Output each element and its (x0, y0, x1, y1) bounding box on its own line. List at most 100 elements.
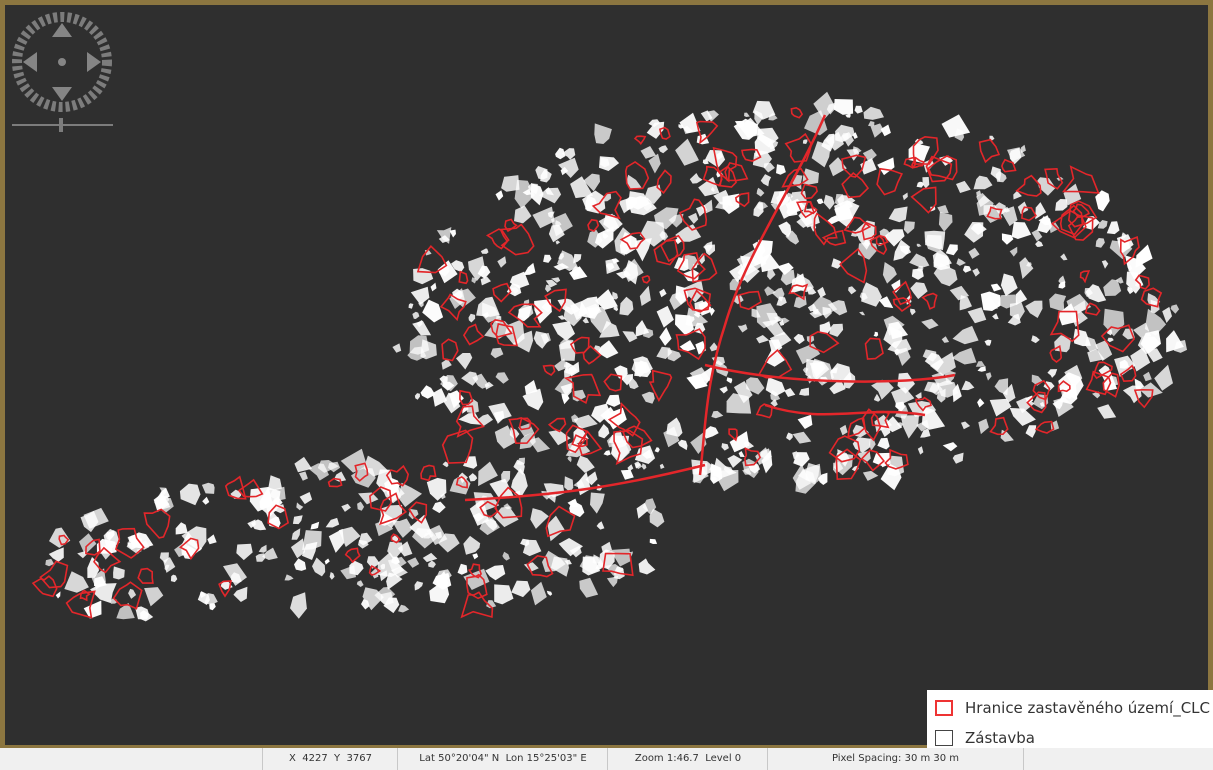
built-up-area (802, 139, 808, 144)
built-up-area (649, 538, 658, 544)
built-up-area (484, 381, 494, 390)
built-up-area (1066, 293, 1092, 316)
built-up-area (756, 187, 765, 197)
boundary-outline (1102, 372, 1120, 398)
built-up-area (1013, 190, 1022, 200)
built-up-area (416, 320, 423, 328)
built-up-area (1021, 144, 1026, 154)
built-up-area (1128, 264, 1133, 273)
built-up-area (921, 318, 939, 330)
boundary-outline (624, 161, 650, 190)
built-up-area (891, 279, 901, 293)
nav-center[interactable] (58, 58, 66, 66)
boundary-outline (1015, 174, 1042, 197)
built-up-area (761, 449, 773, 474)
built-up-area (831, 367, 838, 374)
built-up-area (641, 463, 647, 470)
built-up-area (552, 321, 575, 341)
built-up-area (480, 248, 489, 254)
legend-item[interactable]: Zástavba (935, 726, 1035, 750)
nav-ring (12, 12, 112, 112)
built-up-area (640, 146, 656, 159)
built-up-area (553, 263, 570, 271)
navigation-control[interactable] (12, 12, 113, 132)
built-up-area (564, 559, 572, 565)
boundary-outline (847, 416, 866, 438)
built-up-area (994, 378, 1009, 396)
built-up-area (737, 324, 748, 333)
legend-item[interactable]: Hranice zastavěného území_CLC (935, 696, 1210, 720)
built-up-area (144, 587, 164, 607)
built-up-area (894, 348, 900, 356)
boundary-outline (420, 464, 437, 482)
built-up-area (916, 181, 924, 188)
built-up-area (817, 286, 826, 298)
boundary-outline (784, 132, 813, 163)
boundary-outline (691, 252, 718, 283)
built-up-area (891, 387, 915, 407)
built-up-area (310, 521, 320, 530)
nav-up[interactable] (52, 23, 72, 37)
built-up-area (845, 113, 851, 118)
built-up-area (989, 398, 1012, 417)
built-up-area (1095, 190, 1110, 212)
legend-swatch (935, 700, 953, 716)
built-up-area (911, 268, 924, 280)
built-up-area (826, 102, 836, 115)
built-up-area (691, 459, 718, 475)
boundary-outline (603, 373, 623, 392)
built-up-area (855, 220, 875, 250)
built-up-area (719, 386, 728, 394)
built-up-area (567, 498, 579, 508)
built-up-area (930, 352, 956, 376)
built-up-area (573, 254, 582, 264)
built-up-area (358, 539, 369, 549)
built-up-area (968, 247, 980, 259)
built-up-area (366, 556, 380, 569)
boundary-outline (93, 546, 122, 574)
built-up-area (606, 575, 619, 588)
boundary-outline (875, 234, 889, 246)
boundary-outline (1084, 302, 1101, 316)
nav-left[interactable] (23, 52, 37, 72)
built-up-area (567, 456, 572, 463)
built-up-area (599, 320, 620, 338)
built-up-area (392, 343, 402, 353)
built-up-area (520, 538, 530, 547)
built-up-area (729, 431, 750, 453)
built-up-area (878, 296, 894, 309)
built-up-area (659, 288, 667, 298)
boundary-outline (689, 289, 712, 313)
boundary-outline (518, 417, 532, 431)
built-up-area (623, 260, 639, 285)
built-up-area (493, 410, 505, 424)
built-up-area (202, 496, 210, 505)
nav-right[interactable] (87, 52, 101, 72)
built-up-area (852, 437, 871, 453)
built-up-area (949, 285, 969, 301)
built-up-area (296, 502, 304, 511)
built-up-area (614, 365, 628, 380)
built-up-area (299, 471, 308, 481)
boundary-outline (734, 192, 750, 208)
nav-down[interactable] (52, 87, 72, 101)
built-up-area (975, 361, 985, 367)
boundary-outline (79, 589, 91, 602)
built-up-area (469, 498, 489, 526)
built-up-area (726, 377, 733, 384)
built-up-area (579, 577, 599, 598)
legend-swatch (935, 730, 953, 746)
built-up-area (551, 277, 561, 283)
built-up-area (457, 563, 468, 575)
zoom-thumb[interactable] (59, 118, 63, 132)
boundary-outline (58, 534, 70, 546)
built-up-area (839, 424, 848, 436)
built-up-area (813, 308, 819, 315)
map-view[interactable] (0, 0, 1213, 748)
built-up-area (663, 426, 680, 448)
built-up-area (398, 482, 422, 508)
built-up-area (709, 307, 715, 316)
built-up-area (548, 224, 565, 243)
boundary-outline (1134, 274, 1150, 290)
built-up-area (1009, 408, 1036, 426)
